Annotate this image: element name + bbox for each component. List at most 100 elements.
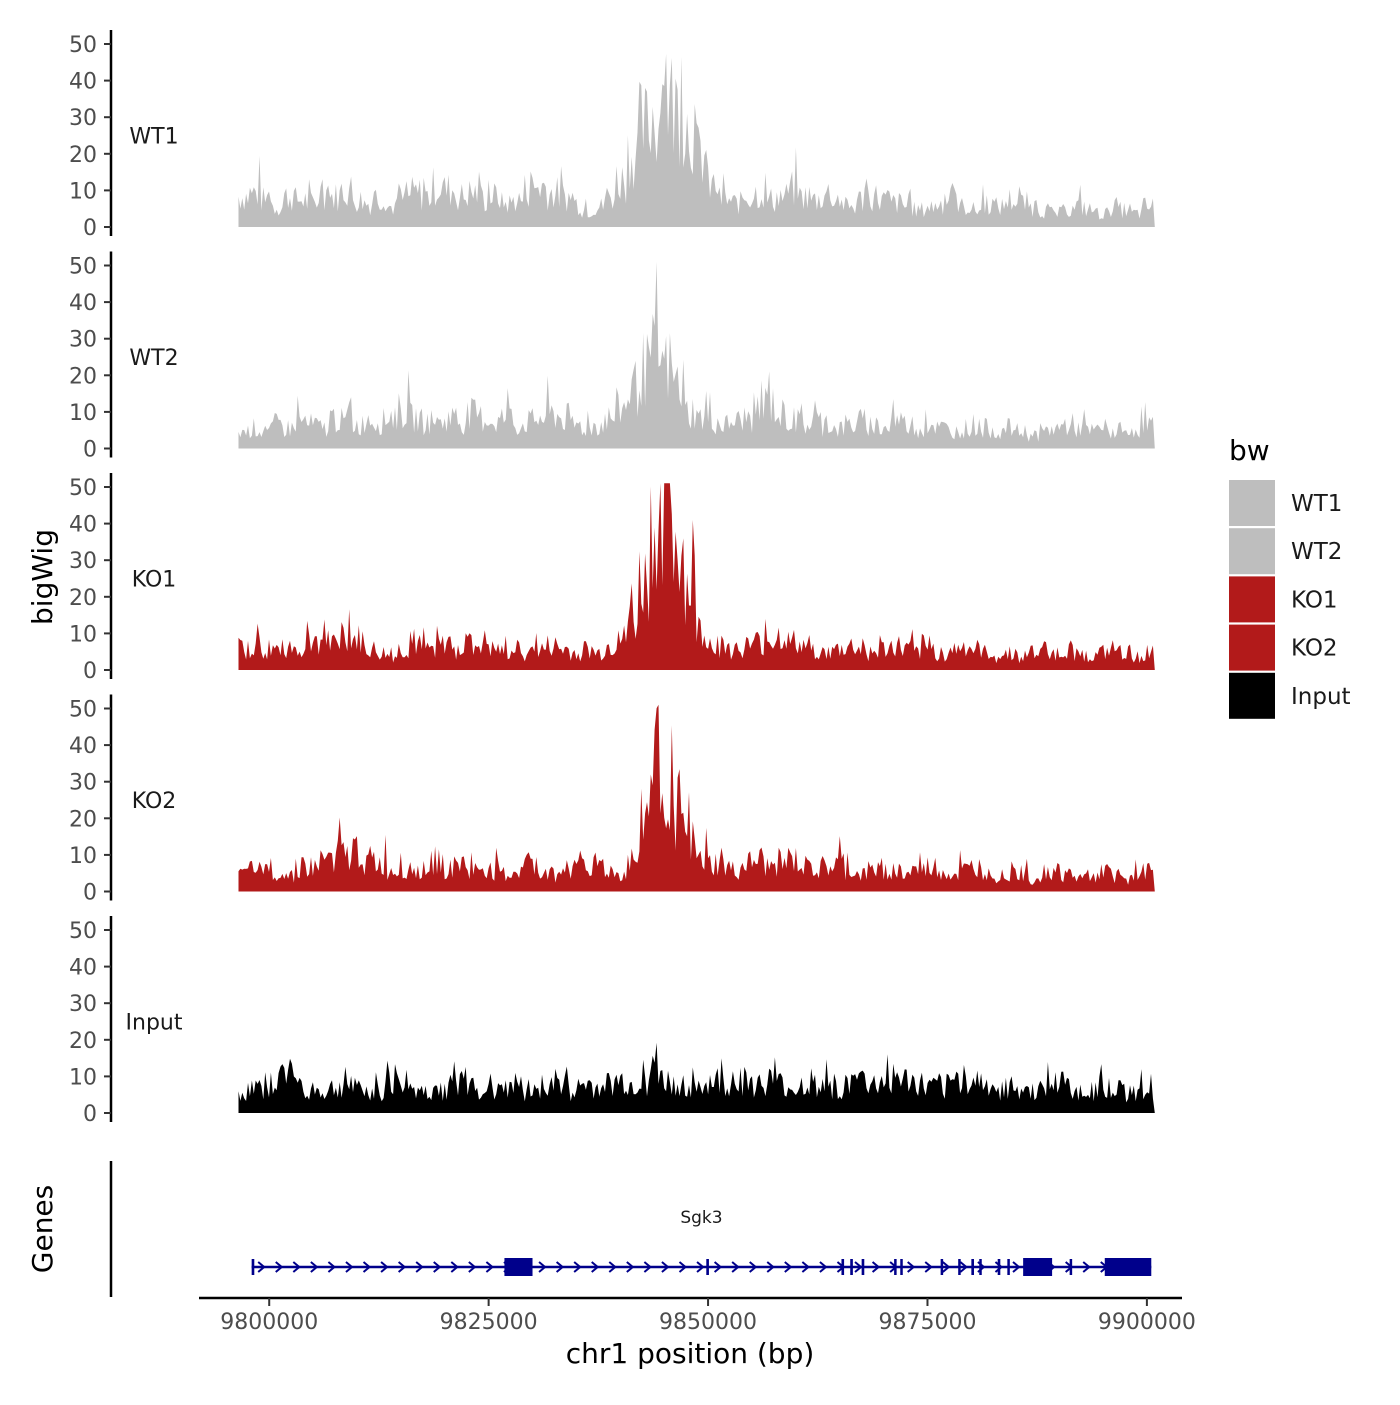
strand-arrow <box>1082 1261 1091 1273</box>
x-tick-label: 9875000 <box>878 1310 976 1335</box>
strand-arrow <box>327 1261 336 1273</box>
track-label: Input <box>126 1011 183 1036</box>
gene-panel-title: Genes <box>26 1185 59 1273</box>
strand-arrow <box>713 1261 723 1273</box>
legend-label: KO1 <box>1291 587 1338 613</box>
legend-entry: KO2 <box>1229 624 1338 671</box>
strand-arrow <box>871 1261 881 1273</box>
gene-exon <box>1104 1258 1152 1276</box>
coverage-area-wt1 <box>238 53 1155 228</box>
track-label: KO1 <box>132 568 177 593</box>
y-tick-label: 50 <box>69 919 97 944</box>
strand-arrow <box>766 1261 775 1273</box>
strand-arrow <box>819 1261 828 1273</box>
y-tick-label: 0 <box>83 438 97 463</box>
strand-arrow <box>362 1261 372 1273</box>
y-tick-label: 20 <box>69 586 97 611</box>
y-tick-label: 40 <box>69 513 97 538</box>
strand-arrow <box>749 1261 758 1273</box>
y-tick-label: 30 <box>69 328 97 353</box>
y-tick-label: 20 <box>69 1029 97 1054</box>
gene-exon <box>251 1259 255 1275</box>
gene-panel: Genes Sgk3 <box>26 1161 1152 1297</box>
strand-arrow <box>380 1261 389 1273</box>
gene-model <box>251 1258 1152 1276</box>
legend-entry: WT1 <box>1229 480 1342 526</box>
strand-arrow <box>433 1261 442 1273</box>
strand-arrow <box>696 1261 705 1273</box>
y-tick-label: 10 <box>69 179 97 204</box>
gene-exon <box>1069 1259 1073 1275</box>
strand-arrow <box>450 1261 459 1273</box>
y-tick-label: 40 <box>69 734 97 759</box>
strand-arrow <box>538 1261 547 1273</box>
legend-swatch <box>1229 672 1275 719</box>
strand-arrow <box>257 1261 266 1273</box>
y-tick-label: 50 <box>69 255 97 280</box>
y-tick-label: 20 <box>69 807 97 832</box>
strand-arrow <box>468 1261 477 1273</box>
strand-arrow <box>555 1261 565 1273</box>
y-tick-label: 50 <box>69 698 97 723</box>
legend-entry: KO1 <box>1229 576 1338 623</box>
strand-arrow <box>591 1261 600 1273</box>
gene-exon <box>706 1259 709 1275</box>
x-axis: 9800000 9825000 9850000 9875000 9900000 chr1… <box>199 1296 1196 1370</box>
y-tick-label: 0 <box>83 1102 97 1127</box>
coverage-area-ko2 <box>238 704 1155 892</box>
gene-exon <box>841 1259 845 1275</box>
strand-arrow <box>942 1261 951 1273</box>
gene-exon <box>900 1259 903 1275</box>
track-label: WT2 <box>129 346 178 371</box>
y-axis-title: bigWig <box>26 529 59 625</box>
strand-arrow <box>731 1261 740 1273</box>
y-tick-label: 30 <box>69 992 97 1017</box>
x-tick-label: 9825000 <box>440 1310 538 1335</box>
y-tick-label: 0 <box>83 881 97 906</box>
x-axis-title: chr1 position (bp) <box>566 1337 815 1370</box>
strand-arrow <box>292 1261 301 1273</box>
strand-arrow <box>801 1261 810 1273</box>
strand-arrow <box>397 1261 407 1273</box>
legend-swatch <box>1229 528 1275 575</box>
legend: bw WT1 WT2 KO1 KO2 Input <box>1229 434 1351 719</box>
y-tick-label: 20 <box>69 364 97 389</box>
track-wt1: 0 10 20 30 40 50 WT1 <box>69 30 1155 241</box>
strand-arrow <box>415 1261 424 1273</box>
legend-swatch <box>1229 576 1275 623</box>
strand-arrow <box>1012 1261 1021 1273</box>
y-tick-label: 30 <box>69 771 97 796</box>
coverage-tracks: 0 10 20 30 40 50 WT1 0 10 20 30 40 50 WT2 0 10 20 30 40 50 K… <box>69 30 1155 1127</box>
gene-exon <box>940 1259 944 1275</box>
legend-title: bw <box>1229 434 1270 467</box>
y-tick-label: 0 <box>83 659 97 684</box>
gene-exon <box>979 1259 982 1275</box>
coverage-area-input <box>238 1042 1155 1113</box>
legend-entries: WT1 WT2 KO1 KO2 Input <box>1229 480 1351 719</box>
x-tick-label: 9900000 <box>1098 1310 1196 1335</box>
strand-arrow <box>854 1261 863 1273</box>
gene-exon <box>504 1258 533 1276</box>
track-wt2: 0 10 20 30 40 50 WT2 <box>69 251 1155 463</box>
track-ko2: 0 10 20 30 40 50 KO2 <box>69 694 1155 906</box>
gene-exon <box>958 1259 961 1275</box>
y-tick-label: 30 <box>69 106 97 131</box>
strand-arrow <box>678 1261 688 1273</box>
track-ko1: 0 10 20 30 40 50 KO1 <box>69 473 1155 684</box>
strand-arrow <box>485 1261 494 1273</box>
strand-arrow <box>994 1261 1004 1273</box>
strand-arrow <box>907 1261 916 1273</box>
strand-arrow <box>959 1261 968 1273</box>
gene-exon <box>1023 1258 1053 1276</box>
x-tick-label: 9800000 <box>220 1310 318 1335</box>
coverage-area-wt2 <box>238 261 1155 449</box>
x-ticks: 9800000 9825000 9850000 9875000 9900000 <box>220 1298 1196 1335</box>
y-tick-label: 40 <box>69 291 97 316</box>
y-tick-label: 50 <box>69 476 97 501</box>
y-tick-label: 20 <box>69 143 97 168</box>
y-tick-label: 10 <box>69 844 97 869</box>
legend-entry: WT2 <box>1229 528 1342 575</box>
gene-exon <box>971 1259 974 1275</box>
gene-exon <box>997 1259 1001 1275</box>
strand-arrow <box>661 1261 670 1273</box>
